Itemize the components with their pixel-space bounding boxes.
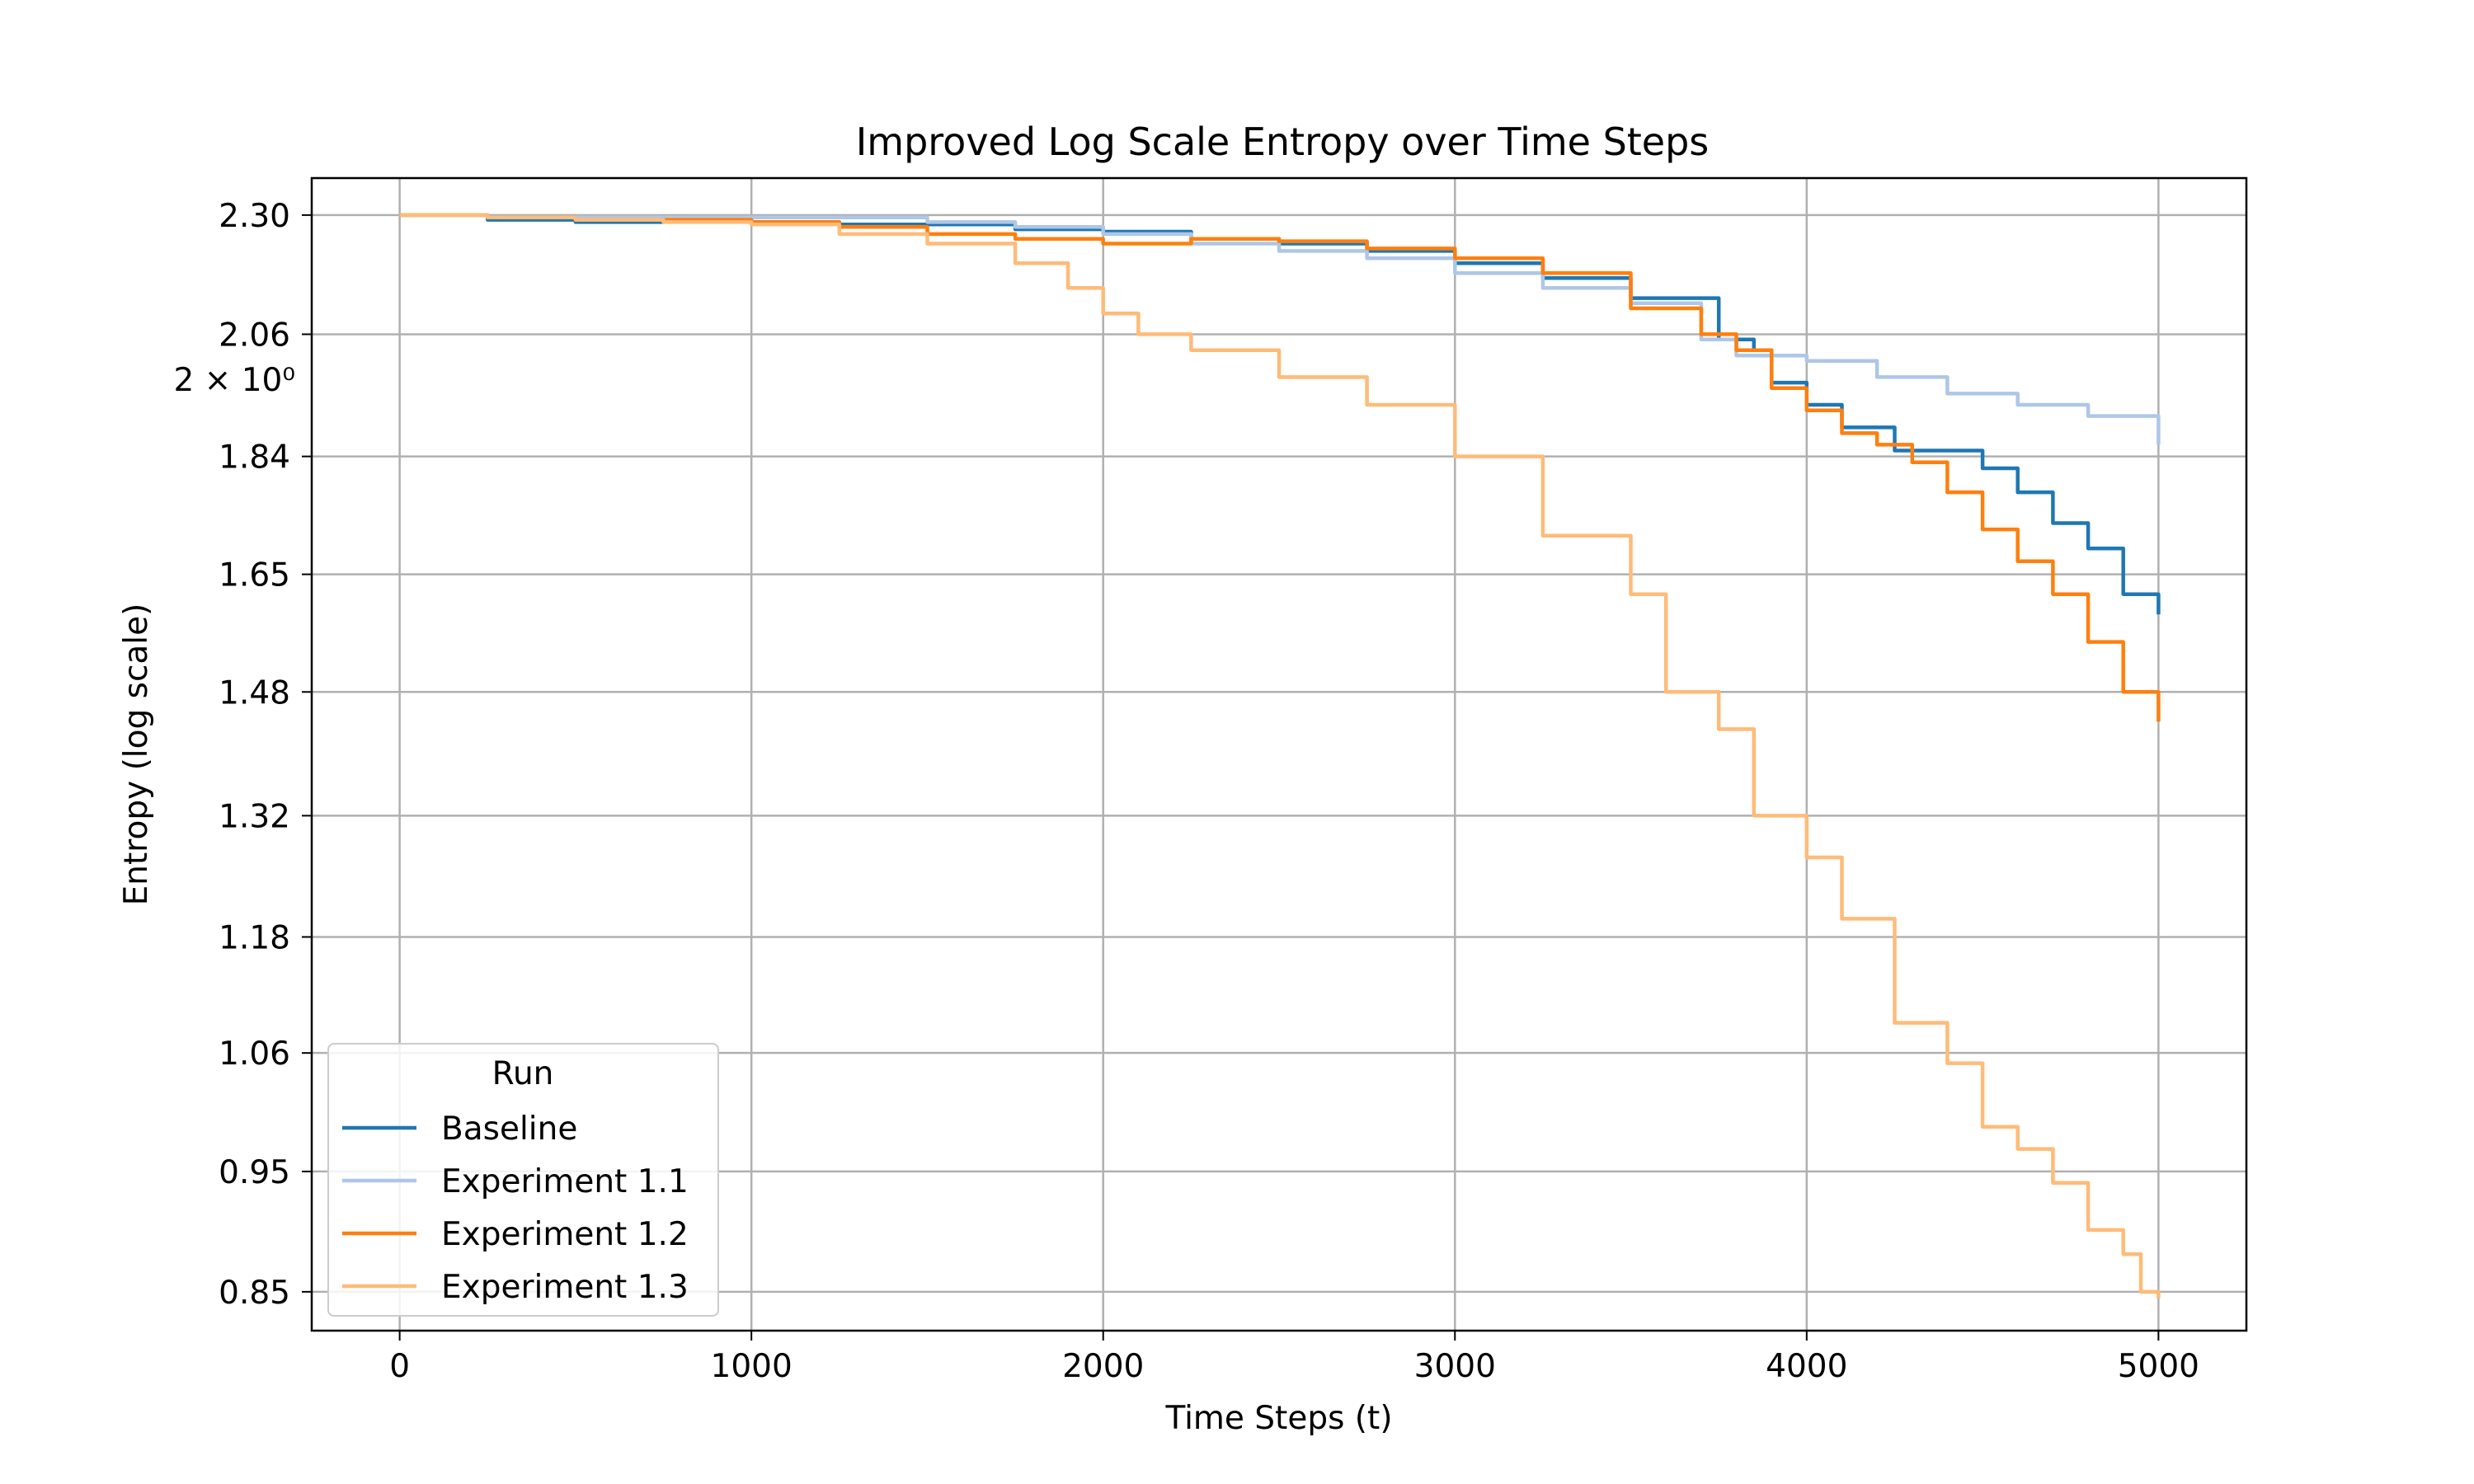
x-axis-label: Time Steps (t) [1164, 1400, 1392, 1437]
series-lines [399, 213, 2161, 1298]
x-tick-label: 5000 [2118, 1348, 2199, 1385]
series-line-4 [399, 213, 2161, 1298]
y-tick-label: 2.30 [219, 198, 290, 235]
y-ticks: 0.85 0.95 1.06 1.18 1.32 1.48 1.65 1.84 2.06 2.30 [219, 198, 312, 1312]
legend-label: Experiment 1.1 [441, 1163, 689, 1200]
y-tick-label: 1.65 [219, 557, 290, 594]
y-tick-label: 0.95 [219, 1154, 290, 1191]
axes-frame [310, 176, 2248, 1332]
series-line-2 [399, 213, 2161, 445]
legend-label: Baseline [441, 1111, 577, 1148]
y-tick-label: 1.18 [219, 919, 290, 956]
y-tick-label: 1.32 [219, 798, 290, 835]
legend-items: Baseline Experiment 1.1 Experiment 1.2 Expe… [342, 1111, 689, 1306]
chart-title: Improved Log Scale Entropy over Time Ste… [856, 120, 1710, 164]
legend-label: Experiment 1.2 [441, 1216, 689, 1253]
y-tick-label: 1.48 [219, 674, 290, 711]
y-tick-label: 1.06 [219, 1036, 290, 1073]
y-tick-label: 0.85 [219, 1275, 290, 1312]
y-axis-label: Entropy (log scale) [118, 603, 155, 906]
y-axis-extra-tick-label: 2 × 10⁰ [173, 362, 295, 399]
x-tick-label: 4000 [1766, 1348, 1847, 1385]
x-tick-label: 2000 [1062, 1348, 1144, 1385]
x-ticks: 0 1000 2000 3000 4000 5000 [389, 1331, 2199, 1385]
x-tick-label: 3000 [1414, 1348, 1496, 1385]
legend-title: Run [492, 1055, 554, 1092]
legend-box [327, 1043, 719, 1317]
y-tick-label: 2.06 [219, 317, 290, 354]
series-line-3 [399, 213, 2161, 722]
legend-label: Experiment 1.3 [441, 1269, 689, 1306]
x-tick-label: 0 [389, 1348, 410, 1385]
x-tick-label: 1000 [711, 1348, 793, 1385]
y-tick-label: 1.84 [219, 439, 290, 477]
legend: Run Baseline Experiment 1.1 Experiment 1.2… [327, 1043, 719, 1317]
